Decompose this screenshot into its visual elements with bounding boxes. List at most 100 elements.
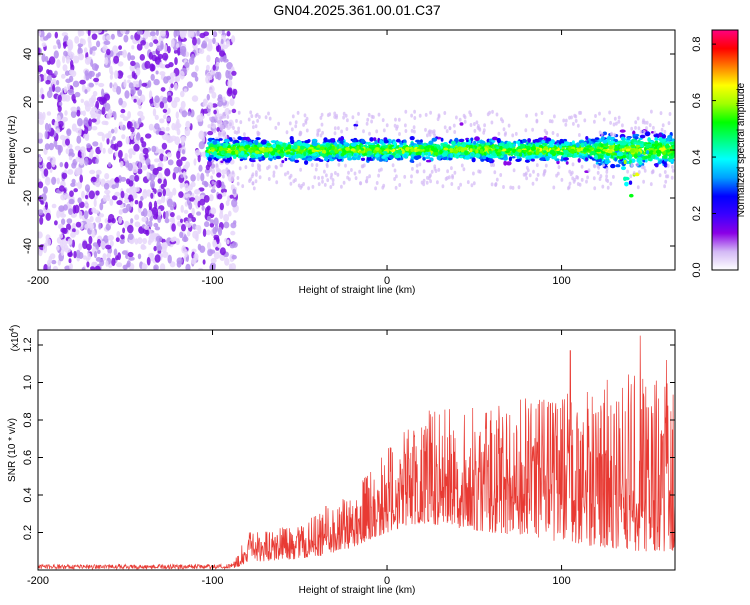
colorbar-ticks: 0.00.20.40.60.8: [691, 36, 716, 278]
spectrogram-cell: [663, 170, 667, 174]
spectrogram-cell: [276, 141, 280, 145]
spectrogram-cell: [633, 154, 638, 159]
spectrogram-cell: [250, 174, 254, 179]
spectrogram-cell: [250, 159, 256, 163]
spectrogram-cell: [598, 111, 601, 116]
spectrogram-cell: [170, 83, 174, 89]
spectrogram-cell: [229, 194, 234, 199]
spectrogram-cell: [197, 267, 204, 270]
spectrogram-cell: [48, 142, 55, 151]
spectrogram-cell: [423, 142, 427, 147]
spectrogram-cell: [502, 127, 506, 132]
spectrogram-cell: [543, 150, 547, 154]
spectrogram-cell: [568, 115, 571, 120]
spectrogram-cell: [147, 239, 152, 246]
spectrogram-cell: [99, 142, 103, 151]
y-tick-label: 0: [22, 147, 34, 153]
spectrogram-cell: [222, 147, 229, 151]
spectrogram-cell: [210, 147, 215, 150]
spectrogram-cell: [535, 118, 539, 123]
spectrogram-cell: [103, 40, 111, 45]
spectrogram-cell: [334, 171, 337, 175]
spectrogram-cell: [310, 163, 314, 167]
spectrogram-cell: [443, 111, 447, 115]
spectrogram-cell: [207, 160, 212, 168]
spectrogram-cell: [333, 111, 337, 116]
spectrogram-cell: [252, 186, 256, 191]
spectrogram-cell: [671, 168, 675, 173]
x-tick-label: 100: [552, 575, 570, 587]
spectrogram-cell: [131, 45, 135, 50]
spectrogram-cell: [596, 170, 600, 175]
spectrogram-cell: [541, 140, 546, 144]
spectrogram-cell: [443, 125, 447, 130]
spectrogram-cell: [59, 213, 67, 218]
spectrogram-cell: [98, 82, 105, 88]
spectrogram-cell: [454, 137, 459, 143]
x-tick-label: -200: [27, 575, 49, 587]
x-tick-label: 0: [384, 575, 390, 587]
spectrogram-cell: [205, 75, 211, 84]
spectrogram-cell: [65, 55, 70, 64]
spectrogram-cell: [77, 117, 83, 127]
spectrogram-cell: [71, 162, 77, 169]
x-tick-label: 0: [384, 275, 390, 287]
spectrogram-cell: [606, 135, 613, 141]
spectrogram-cell: [297, 140, 302, 146]
spectrogram-cell: [495, 177, 499, 182]
spectrogram-cell: [626, 169, 629, 174]
spectrogram-cell: [534, 155, 539, 159]
spectrogram-cell: [535, 149, 540, 155]
spectrogram-cell: [452, 123, 456, 128]
spectrogram-cell: [645, 120, 649, 125]
spectrogram-cell: [122, 227, 126, 234]
y-tick-label: 1.2: [22, 337, 34, 352]
spectrogram-cell: [574, 118, 578, 123]
spectrogram-cell: [415, 152, 420, 156]
spectrogram-cell: [381, 155, 386, 159]
spectrogram-cell: [429, 179, 432, 184]
spectrogram-cell: [671, 138, 675, 142]
spectrogram-cell: [137, 253, 142, 260]
spectrogram-cell: [101, 88, 105, 97]
spectrogram-cell: [555, 173, 558, 178]
spectrogram-cell: [85, 194, 89, 200]
spectrogram-cell: [463, 119, 467, 124]
spectrogram-cell: [586, 140, 590, 144]
spectrogram-cell: [70, 59, 74, 68]
spectrogram-cell: [209, 167, 213, 172]
spectrogram-cell: [320, 122, 324, 127]
spectrogram-cell: [196, 30, 200, 37]
spectrogram-cell: [331, 182, 335, 186]
spectrogram-cell: [44, 130, 48, 140]
spectrogram-cell: [167, 45, 171, 54]
spectrogram-cell: [560, 177, 564, 182]
spectrogram-cell: [258, 147, 264, 151]
spectrogram-cell: [231, 150, 237, 155]
spectrogram-cell: [171, 122, 176, 131]
spectrogram-cell: [654, 140, 659, 145]
spectrogram-cell: [169, 72, 176, 78]
spectrogram-cell: [93, 251, 98, 259]
spectrogram-cell: [307, 186, 310, 191]
spectrogram-cell: [68, 88, 75, 96]
spectrogram-cell: [325, 142, 331, 148]
spectrogram-cell: [661, 150, 667, 156]
spectrogram-cell: [539, 157, 545, 161]
spectrogram-cell: [65, 78, 72, 84]
spectrogram-cell: [81, 267, 86, 270]
spectrogram-cell: [503, 154, 508, 158]
spectrogram-cell: [425, 180, 429, 185]
spectrogram-cell: [43, 263, 48, 270]
spectrogram-cell: [128, 180, 134, 187]
spectrogram-cell: [643, 155, 649, 159]
snr-multiplier: (x104): [9, 325, 21, 352]
spectrogram-cell: [571, 140, 575, 145]
spectrogram-cell: [98, 222, 102, 230]
spectrogram-cell: [532, 139, 536, 144]
spectrogram-cell: [47, 60, 51, 65]
spectrogram-cell: [331, 145, 335, 151]
x-tick-label: 100: [552, 275, 570, 287]
spectrogram-cell: [173, 49, 178, 54]
spectrogram-cell: [228, 210, 232, 217]
